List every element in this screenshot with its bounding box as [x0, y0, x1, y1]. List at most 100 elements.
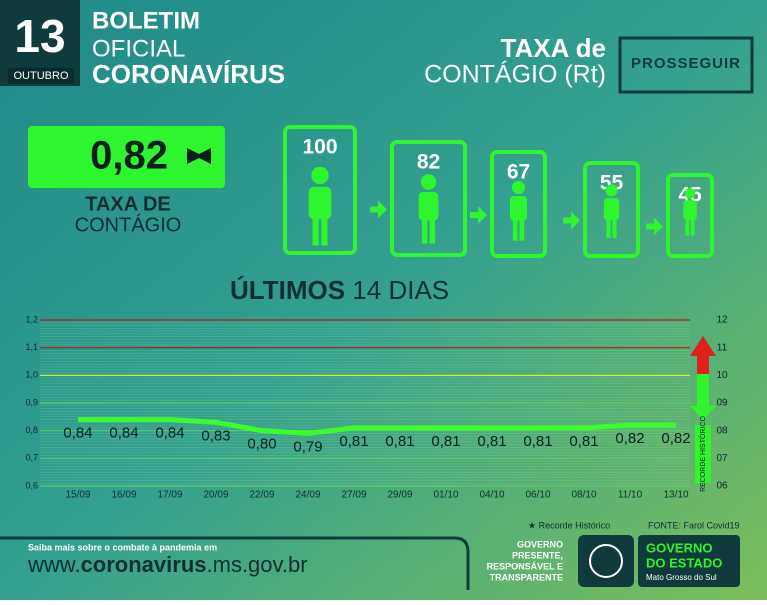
stable-icon: [187, 148, 211, 164]
value-label: 0,83: [201, 427, 230, 444]
x-tick-label: 15/09: [65, 490, 90, 501]
title-line: OFICIAL: [92, 35, 185, 62]
month-box: [8, 68, 74, 84]
record-box: [695, 425, 711, 483]
chain-arrow: [563, 211, 580, 230]
value-label: 0,84: [155, 425, 184, 442]
topic: CONTÁGIO (Rt): [424, 60, 606, 89]
chain-value: 55: [600, 172, 624, 195]
value-label: 0,81: [477, 433, 506, 450]
down-arrow: [690, 374, 716, 420]
y-tick-label: 1,1: [25, 342, 38, 352]
value-label: 0,79: [293, 438, 322, 455]
brand-box: [618, 36, 754, 94]
y-tick-label: 0,9: [25, 397, 38, 407]
y2-tick-label: 09: [716, 398, 728, 409]
y2-tick-label: 06: [716, 481, 728, 492]
chain-arrow: [370, 200, 387, 219]
chain-box: [583, 161, 640, 258]
value-label: 0,81: [339, 433, 368, 450]
chart-title-bold: ÚLTIMOS: [230, 275, 345, 305]
x-tick-label: 11/10: [618, 490, 643, 501]
motto-line: PRESENTE,: [512, 550, 563, 560]
day: 13: [14, 10, 65, 62]
value-label: 0,82: [615, 430, 644, 447]
y2-tick-label: 08: [716, 425, 728, 436]
y2-tick-label: 12: [716, 315, 728, 326]
y-tick-label: 0,6: [25, 480, 38, 490]
x-tick-label: 20/09: [203, 490, 228, 501]
motto-line: GOVERNO: [517, 539, 563, 549]
motto-line: RESPONSÁVEL E: [487, 561, 563, 571]
footer-legend: ★ Recorde Histórico: [528, 520, 610, 530]
chain-box: [283, 125, 357, 255]
plot: 0,6 0,7 0,8 0,9 1,0 1,1 1,2 06 07 08 09 10 11 12 15/09…: [25, 314, 728, 500]
value-label: 0,81: [523, 433, 552, 450]
x-tick-label: 17/09: [157, 490, 182, 501]
footer-url: www.coronavirus.ms.gov.br: [27, 552, 308, 577]
chain-box: [490, 150, 547, 258]
x-tick-label: 01/10: [433, 490, 458, 501]
x-tick-label: 04/10: [479, 490, 504, 501]
value-label: 0,81: [569, 433, 598, 450]
gov-text: Mato Grosso do Sul: [646, 573, 717, 582]
y-tick-label: 1,0: [25, 370, 38, 380]
y2-tick-label: 10: [716, 370, 728, 381]
footer-more: Saiba mais sobre o combate à pandemia em: [28, 542, 217, 552]
chain-arrow: [646, 217, 663, 236]
topic: TAXA de: [501, 33, 606, 63]
title-line: CORONAVÍRUS: [92, 59, 285, 89]
value-label: 0,80: [247, 436, 276, 453]
record-label: RECORDE HISTÓRICO: [698, 416, 707, 492]
x-tick-label: 29/09: [387, 490, 412, 501]
y-tick-label: 0,7: [25, 453, 38, 463]
chain-value: 82: [417, 151, 440, 174]
chain-box: [390, 140, 467, 257]
y2-tick-label: 07: [716, 453, 728, 464]
title-line: BOLETIM: [92, 7, 200, 34]
motto-line: TRANSPARENTE: [490, 572, 563, 582]
chain: 10082675545: [283, 125, 714, 258]
brand: PROSSEGUIR: [631, 55, 741, 72]
up-arrow: [690, 336, 716, 374]
value-label: 0,82: [661, 430, 690, 447]
month: OUTUBRO: [14, 70, 69, 82]
chain-value: 67: [507, 161, 530, 184]
seal: [589, 544, 623, 578]
x-tick-label: 13/10: [663, 490, 688, 501]
y2-tick-label: 11: [717, 342, 728, 353]
rate-label: TAXA DE: [85, 193, 171, 215]
value-label: 0,84: [109, 425, 138, 442]
rate-label: CONTÁGIO: [75, 213, 182, 236]
y-tick-label: 0,8: [25, 425, 38, 435]
chain-box: [666, 173, 714, 258]
gov-text: GOVERNO: [646, 540, 712, 555]
rate-box: [28, 126, 225, 188]
seal-box: [578, 535, 634, 587]
x-tick-label: 16/09: [111, 490, 136, 501]
value-label: 0,81: [431, 433, 460, 450]
gov-text: DO ESTADO: [646, 555, 722, 570]
chain-arrow: [470, 206, 487, 224]
chain-value: 100: [302, 136, 337, 159]
x-tick-label: 24/09: [295, 490, 320, 501]
url-part: .ms.gov.br: [207, 552, 308, 577]
value-label: 0,81: [385, 433, 414, 450]
chart-title: ÚLTIMOS 14 DIAS: [230, 275, 449, 305]
footer-source: FONTE: Farol Covid19: [648, 520, 740, 530]
url-part: coronavirus: [81, 552, 207, 577]
footer-frame: [0, 536, 470, 590]
gov-box: [638, 535, 740, 587]
y-tick-label: 1,2: [25, 314, 38, 324]
chart-title-rest: 14 DIAS: [352, 275, 449, 305]
series-line: [78, 417, 676, 436]
x-tick-label: 27/09: [341, 490, 366, 501]
rate-value: 0,82: [90, 134, 168, 178]
value-label: 0,84: [63, 425, 92, 442]
x-tick-label: 06/10: [525, 490, 550, 501]
x-tick-label: 08/10: [571, 490, 596, 501]
url-part: www.: [27, 552, 81, 577]
